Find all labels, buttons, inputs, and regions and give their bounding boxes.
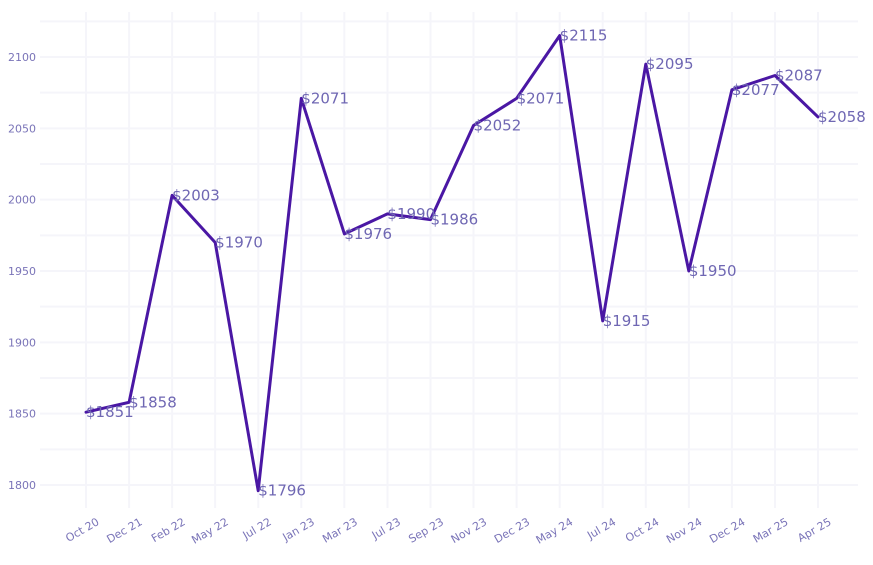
x-tick-label: Mar 25	[751, 515, 791, 545]
data-label: $1986	[430, 211, 478, 229]
x-tick-label: Oct 24	[623, 515, 661, 545]
y-tick-label: 1800	[8, 479, 36, 492]
data-label: $2077	[732, 81, 780, 99]
data-label: $2115	[560, 27, 608, 45]
data-label: $2058	[818, 108, 866, 126]
x-tick-label: Feb 22	[149, 515, 188, 545]
data-label: $2071	[517, 89, 565, 107]
x-tick-label: Apr 25	[795, 515, 833, 545]
data-label: $2052	[474, 116, 522, 134]
data-label: $1990	[387, 205, 435, 223]
x-tick-label: Sep 23	[406, 515, 446, 545]
x-tick-label: Jul 23	[369, 515, 403, 542]
x-tick-label: May 24	[534, 515, 575, 546]
y-tick-label: 2050	[8, 122, 36, 135]
x-tick-label: Dec 24	[707, 515, 747, 546]
data-label: $1950	[689, 262, 737, 280]
data-label: $2003	[172, 186, 220, 204]
data-labels: $1851$1858 $2003 $1970 $1796 $2071 $1976 $1990…	[86, 27, 866, 500]
x-tick-label: Oct 20	[63, 515, 101, 545]
x-tick-label: Dec 23	[492, 515, 532, 546]
x-axis-ticks: Oct 20 Dec 21 Feb 22 May 22 Jul 22 Jan 23 Mar …	[63, 515, 833, 546]
data-label: $1851	[86, 403, 134, 421]
y-axis-ticks: 1800 1850 1900 1950 2000 2050 2100	[8, 51, 36, 492]
grid	[40, 12, 858, 508]
data-label: $1970	[215, 233, 263, 251]
x-tick-label: May 22	[189, 515, 230, 546]
x-tick-label: Nov 23	[449, 515, 489, 546]
x-tick-label: Mar 23	[320, 515, 360, 545]
y-tick-label: 2100	[8, 51, 36, 64]
y-tick-label: 2000	[8, 194, 36, 207]
x-tick-label: Nov 24	[664, 515, 704, 546]
y-tick-label: 1900	[8, 336, 36, 349]
y-tick-label: 1950	[8, 265, 36, 278]
y-tick-label: 1850	[8, 408, 36, 421]
data-label: $2071	[301, 89, 349, 107]
data-label: $1915	[603, 312, 651, 330]
data-label: $1858	[129, 393, 177, 411]
data-label: $1976	[344, 225, 392, 243]
data-label: $1796	[258, 482, 306, 500]
data-label: $2087	[775, 67, 823, 85]
x-tick-label: Jul 22	[240, 515, 274, 542]
x-tick-label: Dec 21	[104, 515, 144, 546]
x-tick-label: Jul 24	[584, 515, 618, 542]
data-label: $2095	[646, 55, 694, 73]
series-line	[84, 34, 820, 493]
x-tick-label: Jan 23	[280, 515, 317, 544]
